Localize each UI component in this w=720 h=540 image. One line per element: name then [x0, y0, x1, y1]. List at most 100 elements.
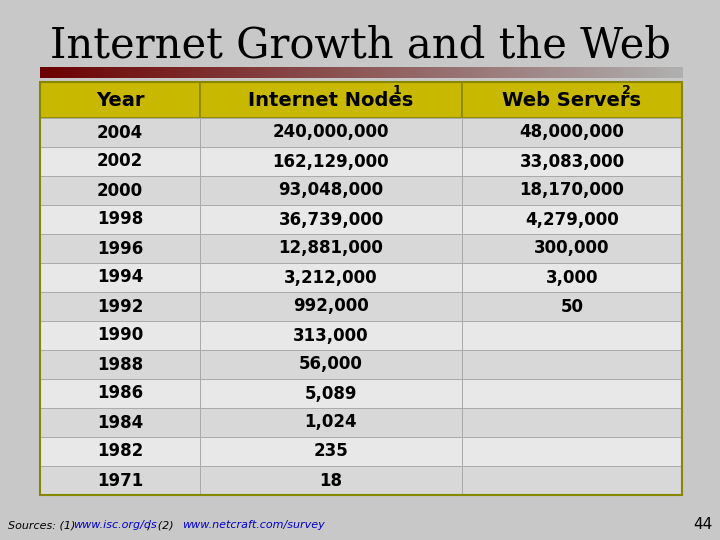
Text: 1,024: 1,024 [305, 414, 357, 431]
Bar [98, 67, 100, 78]
Bar [503, 67, 505, 78]
Bar [200, 437, 462, 466]
Bar [534, 67, 537, 78]
Bar [53, 67, 55, 78]
Bar [160, 67, 163, 78]
Bar [40, 234, 200, 263]
Bar [639, 67, 642, 78]
Bar [669, 67, 672, 78]
Bar [389, 67, 392, 78]
Bar [316, 67, 319, 78]
Bar [616, 67, 618, 78]
Text: 1971: 1971 [97, 471, 143, 489]
Bar [132, 67, 135, 78]
Bar [624, 67, 627, 78]
Bar [271, 67, 274, 78]
Bar [598, 67, 601, 78]
Bar [200, 379, 462, 408]
Bar [515, 67, 518, 78]
Bar [673, 67, 676, 78]
Bar [224, 67, 227, 78]
Bar [618, 67, 621, 78]
Bar [46, 67, 49, 78]
Bar [400, 67, 402, 78]
Bar [397, 67, 400, 78]
Bar [200, 350, 462, 379]
Bar [338, 67, 340, 78]
Bar [667, 67, 670, 78]
Bar [404, 67, 406, 78]
Text: 56,000: 56,000 [299, 355, 363, 374]
Bar [261, 67, 263, 78]
Bar [40, 379, 200, 408]
Bar [275, 67, 278, 78]
Bar [40, 118, 200, 147]
Bar [505, 67, 507, 78]
Bar [374, 67, 377, 78]
Bar [481, 67, 484, 78]
Bar [100, 67, 102, 78]
Bar [549, 67, 552, 78]
Bar [318, 67, 321, 78]
Bar [211, 67, 214, 78]
Bar [571, 67, 573, 78]
Text: 33,083,000: 33,083,000 [519, 152, 624, 171]
Bar [560, 67, 562, 78]
Bar [438, 67, 441, 78]
Bar [580, 67, 582, 78]
Bar [678, 67, 680, 78]
Bar [294, 67, 297, 78]
Text: 1988: 1988 [97, 355, 143, 374]
Bar [508, 67, 511, 78]
Bar [151, 67, 154, 78]
Bar [200, 176, 462, 205]
Bar [346, 67, 348, 78]
Bar [487, 67, 490, 78]
Bar [209, 67, 212, 78]
Bar [89, 67, 92, 78]
Bar [541, 67, 544, 78]
Bar [592, 67, 595, 78]
Bar [40, 437, 200, 466]
Bar [83, 67, 86, 78]
Bar [402, 67, 405, 78]
Bar [200, 118, 462, 147]
Bar [40, 263, 200, 292]
Bar [387, 67, 390, 78]
Bar [239, 67, 242, 78]
Bar [72, 67, 75, 78]
Bar [575, 67, 577, 78]
Bar [652, 67, 654, 78]
Bar [91, 67, 94, 78]
Bar [256, 67, 258, 78]
Bar [111, 67, 113, 78]
Bar [171, 67, 174, 78]
Bar [50, 67, 53, 78]
Bar [662, 67, 665, 78]
Bar [426, 67, 428, 78]
Text: 18,170,000: 18,170,000 [520, 181, 624, 199]
Text: 50: 50 [560, 298, 583, 315]
Bar [162, 67, 165, 78]
Bar [380, 67, 383, 78]
Bar [40, 350, 200, 379]
Bar [265, 67, 267, 78]
Bar [204, 67, 207, 78]
Bar [585, 67, 588, 78]
Bar [246, 67, 248, 78]
Text: 2002: 2002 [97, 152, 143, 171]
Bar [359, 67, 361, 78]
Bar [40, 466, 200, 495]
Bar [646, 67, 648, 78]
Bar [220, 67, 222, 78]
Bar [410, 67, 413, 78]
Bar [369, 67, 372, 78]
Text: 2004: 2004 [97, 124, 143, 141]
Bar [507, 67, 509, 78]
Bar [121, 67, 124, 78]
Bar [356, 67, 359, 78]
Text: 3,000: 3,000 [546, 268, 598, 287]
Text: Internet Growth and the Web: Internet Growth and the Web [50, 24, 670, 66]
Bar [462, 118, 682, 147]
Text: Sources: (1): Sources: (1) [8, 520, 79, 530]
